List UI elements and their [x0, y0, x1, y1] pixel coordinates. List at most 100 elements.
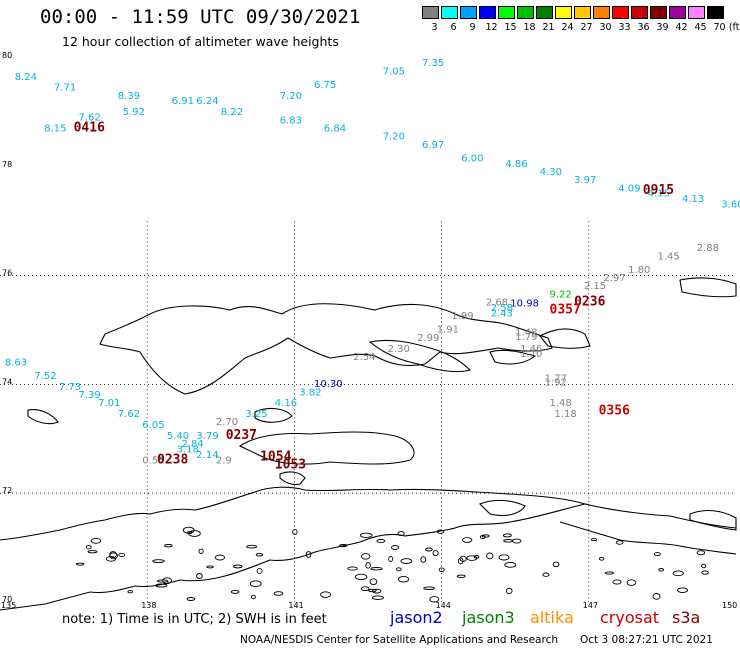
- wave-height-value: 7.62: [118, 409, 140, 420]
- wave-height-value: 5.92: [123, 107, 145, 118]
- wave-height-value: 2.70: [216, 417, 238, 428]
- colorbar-swatch: [517, 6, 534, 19]
- wave-height-value: 10.30: [314, 379, 343, 390]
- bennett-island: [679, 277, 737, 298]
- new-siberia-island: [539, 328, 591, 349]
- wave-height-value: 3.18: [177, 444, 199, 455]
- stolbovoy-island: [254, 407, 293, 423]
- lake-outline: [505, 587, 513, 595]
- lake-outline: [504, 562, 517, 568]
- lake-outline: [653, 552, 661, 557]
- lake-outline: [498, 554, 510, 561]
- wave-height-value: 4.15: [648, 189, 670, 200]
- colorbar-label: 3: [431, 22, 438, 33]
- wave-height-value: 2.99: [417, 333, 439, 344]
- wave-height-value: 4.86: [505, 159, 527, 170]
- colorbar-label: 24: [561, 22, 574, 33]
- lake-outline: [552, 561, 560, 568]
- lat-tick-label: 72: [2, 486, 12, 495]
- wave-height-value: 1.46: [520, 344, 542, 355]
- wave-height-value: 6.91: [172, 96, 194, 107]
- lake-outline: [256, 568, 263, 574]
- lake-outline: [233, 564, 243, 569]
- lake-outline: [658, 568, 664, 572]
- wave-height-value: 1.48: [515, 327, 537, 338]
- wave-height-value: 4.30: [540, 167, 562, 178]
- lake-outline: [503, 539, 514, 543]
- lake-outline: [612, 579, 622, 585]
- wave-height-value: 2.84: [182, 439, 204, 450]
- colorbar-unit: (ft): [728, 22, 740, 33]
- lake-outline: [85, 545, 92, 550]
- colorbar-label: 15: [504, 22, 517, 33]
- colorbar-label: 30: [599, 22, 612, 33]
- wave-height-value: 2.14: [196, 450, 218, 461]
- lake-outline: [457, 557, 464, 565]
- lake-outline: [273, 591, 284, 596]
- colorbar-swatch: [460, 6, 477, 19]
- wave-height-value: 7.20: [383, 132, 405, 143]
- lake-outline: [249, 580, 262, 588]
- wave-height-value: 7.05: [383, 66, 405, 77]
- lake-outline: [479, 534, 486, 540]
- kotelny-island: [99, 303, 553, 395]
- wave-height-value: 1.70: [520, 349, 542, 360]
- pass-time-label: 0416: [74, 120, 105, 135]
- lake-outline: [186, 597, 196, 601]
- colorbar-swatch: [536, 6, 553, 19]
- lake-outline: [473, 555, 480, 559]
- lake-outline: [196, 573, 203, 579]
- lake-outline: [361, 553, 371, 560]
- lake-outline: [371, 588, 382, 594]
- pass-time-label: 1054: [260, 450, 291, 465]
- wave-height-value: 2.58: [491, 303, 513, 314]
- wave-height-value: 1.48: [550, 398, 572, 409]
- lake-outline: [397, 531, 405, 537]
- lake-outline: [672, 570, 684, 577]
- lake-outline: [429, 596, 440, 603]
- satellite-legend-item: cryosat: [600, 608, 660, 627]
- lake-outline: [701, 570, 709, 575]
- colorbar-swatch: [688, 6, 705, 19]
- wave-height-value: 6.24: [196, 96, 218, 107]
- lake-outline: [347, 566, 358, 571]
- lake-outline: [109, 551, 117, 559]
- wave-height-value: 6.00: [461, 153, 483, 164]
- lake-outline: [198, 548, 204, 554]
- wave-height-value: 1.77: [545, 374, 567, 385]
- lake-outline: [365, 562, 371, 569]
- maly-lyakhovsky: [279, 471, 306, 486]
- colorbar-label: 36: [637, 22, 650, 33]
- lake-outline: [182, 526, 195, 534]
- lat-tick-label: 78: [2, 160, 12, 169]
- lake-outline: [486, 552, 494, 560]
- lat-lon-grid: [0, 221, 736, 602]
- lake-outline: [372, 595, 384, 600]
- wave-height-value: 6.84: [324, 123, 346, 134]
- colorbar-label: 39: [656, 22, 669, 33]
- lake-outline: [127, 590, 133, 594]
- lake-outline: [397, 575, 410, 583]
- lake-outline: [118, 552, 126, 557]
- coastline: [0, 277, 737, 611]
- pass-time-label: 1053: [275, 458, 306, 473]
- lake-outline: [512, 538, 522, 544]
- wave-height-value: 10.98: [510, 299, 539, 310]
- lake-outline: [481, 534, 490, 538]
- lake-outline: [701, 563, 707, 569]
- lake-outline: [164, 544, 173, 548]
- satellite-legend-item: jason2: [390, 608, 443, 627]
- lake-outline: [250, 594, 256, 600]
- colorbar-label: 9: [469, 22, 476, 33]
- wave-height-value: 1.92: [545, 378, 567, 389]
- lake-outline: [354, 573, 368, 581]
- wave-height-value: 3.82: [299, 387, 321, 398]
- wave-height-value: 5.40: [167, 431, 189, 442]
- wave-height-value: 4.16: [275, 398, 297, 409]
- lake-outline: [360, 586, 370, 592]
- lake-outline: [615, 540, 624, 545]
- wave-height-value: 2.88: [697, 243, 719, 254]
- pass-time-label: 0915: [643, 183, 674, 198]
- map-subtitle: 12 hour collection of altimeter wave hei…: [62, 34, 339, 49]
